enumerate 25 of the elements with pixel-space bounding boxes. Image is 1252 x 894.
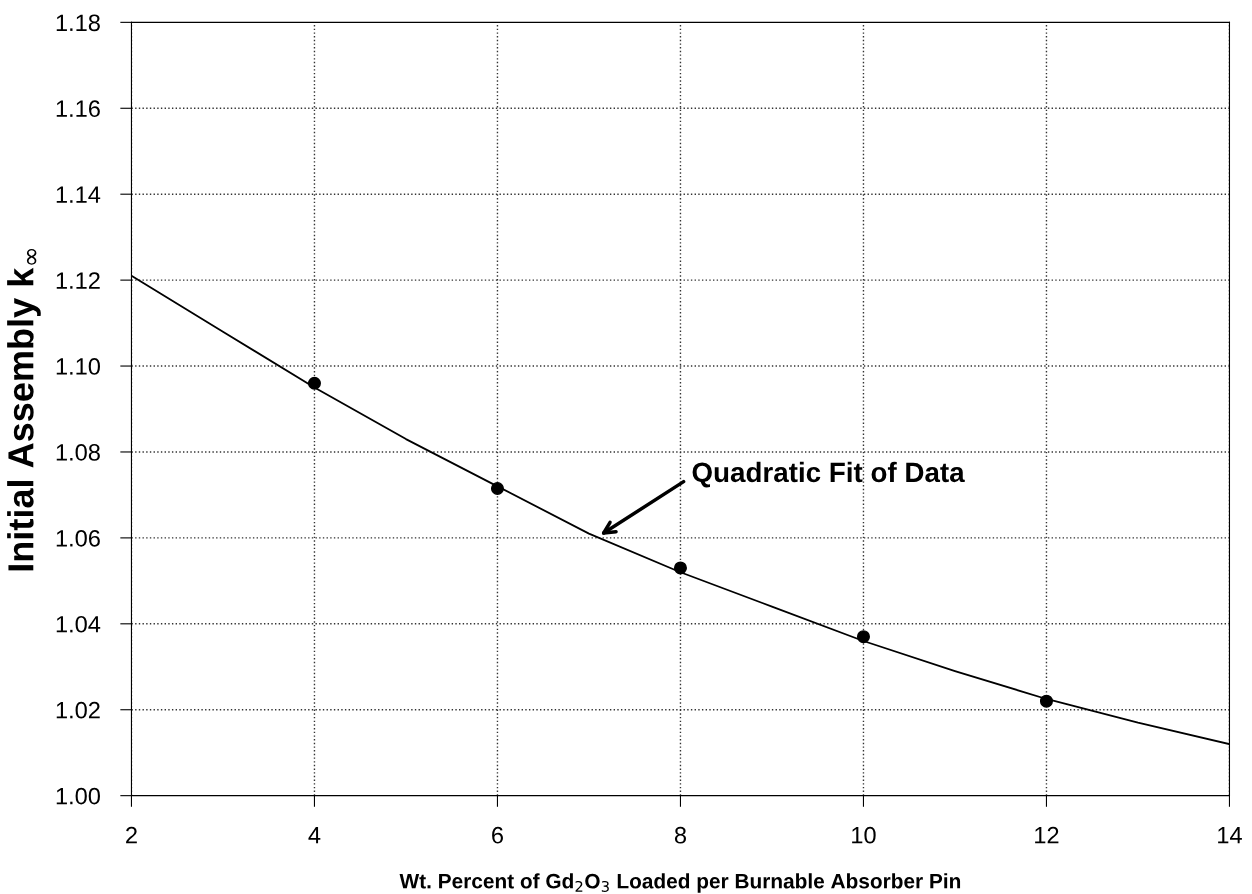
x-tick-label: 10 (852, 826, 876, 844)
point (1039, 694, 1053, 708)
y-axis-title: Initial Assembly k$_{∞}$ (7, 249, 41, 571)
y-tick-label: 1.00 (56, 787, 100, 805)
y-tick-label: 1.10 (56, 358, 100, 375)
x-tick-label: 8 (674, 826, 686, 844)
y-tick-label: 1.12 (56, 272, 100, 289)
x-tick-label: 2 (126, 826, 137, 844)
y-tick-label: 1.06 (56, 529, 100, 547)
x-axis-title: Wt. Percent of Gd$_{2}$O$_{3}$ Loaded per Burnable Absorber Pin (399, 873, 961, 893)
x-tick-label: 4 (308, 827, 321, 844)
x-tick-label: 6 (492, 826, 503, 844)
y-tick-label: 1.16 (56, 100, 100, 118)
y-tick-label: 1.08 (56, 444, 100, 461)
y-tick-label: 1.02 (56, 701, 100, 719)
x-tick-label: 14 (1218, 827, 1242, 844)
y-tick-label: 1.04 (56, 615, 101, 633)
y-tick-label: 1.14 (56, 186, 101, 203)
point (856, 630, 870, 644)
y-tick-label: 1.18 (56, 14, 100, 32)
point (307, 376, 321, 390)
point (673, 561, 687, 575)
x-tick-label: 12 (1035, 826, 1059, 844)
annotation: Quadratic Fit of Data (692, 461, 965, 488)
point (490, 481, 504, 495)
